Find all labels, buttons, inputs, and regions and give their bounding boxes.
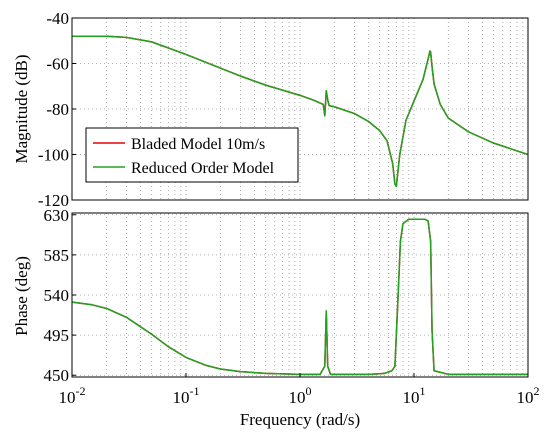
magnitude-ytick-label: -100 [38,146,69,165]
frequency-tick-label: 100 [289,384,312,407]
frequency-tick-label: 101 [403,384,426,407]
legend: Bladed Model 10m/s Reduced Order Model [85,127,299,183]
phase-ytick-label: 540 [44,286,70,305]
legend-label-reduced: Reduced Order Model [131,160,275,177]
magnitude-ytick-label: -120 [38,191,69,210]
magnitude-series-reduced-order [72,35,528,188]
phase-ytick-label: 450 [44,366,70,385]
phase-ytick-label: 630 [44,206,70,225]
frequency-tick-label: 102 [517,384,540,407]
magnitude-ytick-label: -40 [46,9,69,28]
magnitude-ticks: -40 -60 -80 -100 -120 [38,9,76,210]
magnitude-ylabel: Magnitude (dB) [12,54,31,163]
phase-ytick-label: 495 [44,326,70,345]
magnitude-ytick-label: -80 [46,100,69,119]
phase-series-reduced-order [72,218,528,376]
frequency-tick-label: 10-1 [173,384,200,407]
phase-ylabel: Phase (deg) [12,256,31,336]
legend-label-bladed: Bladed Model 10m/s [131,136,265,153]
magnitude-panel: -40 -60 -80 -100 -120 Magnitude (dB) Bladed … [12,9,529,210]
phase-ticks: 450 495 540 585 630 [44,206,76,385]
magnitude-ytick-label: -60 [46,55,69,74]
phase-grid [72,213,528,377]
frequency-ticks: 10-2 10-1 100 101 102 [59,373,540,407]
phase-series [72,218,528,376]
magnitude-series [72,35,528,188]
phase-ytick-label: 585 [44,246,70,265]
phase-series-bladed [72,218,528,376]
frequency-tick-label: 10-2 [59,384,86,407]
frequency-xlabel: Frequency (rad/s) [240,410,360,429]
legend-box [85,127,299,183]
